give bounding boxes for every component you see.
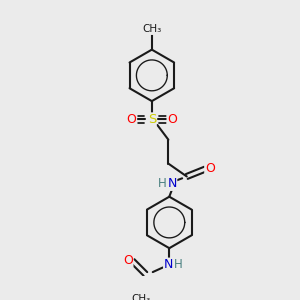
Text: S: S [148,113,156,126]
Text: CH₃: CH₃ [131,294,150,300]
Text: O: O [205,162,215,175]
Text: H: H [174,258,183,271]
Text: O: O [127,113,136,126]
Text: CH₃: CH₃ [142,24,161,34]
Text: N: N [164,258,173,271]
Text: N: N [167,177,177,190]
Text: H: H [158,177,166,190]
Text: O: O [123,254,133,267]
Text: O: O [167,113,177,126]
